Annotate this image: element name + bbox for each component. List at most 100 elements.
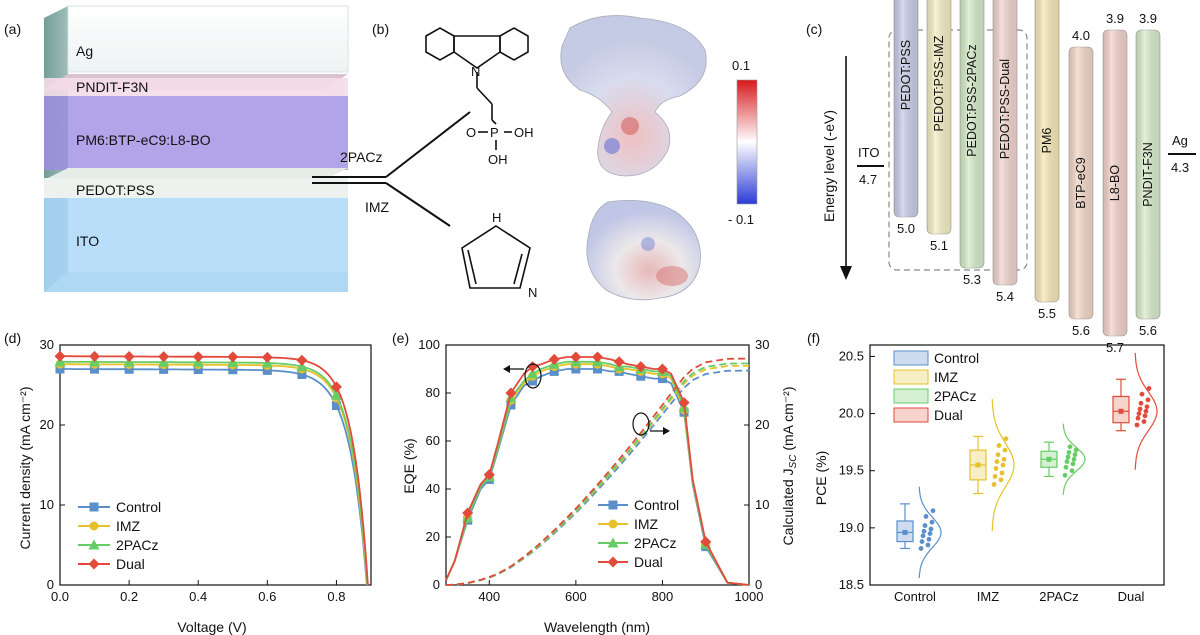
- jv-legend-marker: [89, 502, 99, 512]
- pce-point: [1069, 468, 1075, 474]
- callout-branch-down: [385, 182, 451, 227]
- pce-point: [922, 523, 928, 528]
- jv-legend-marker: [88, 558, 100, 570]
- pce-distribution: [991, 398, 1015, 532]
- layer-active: [44, 96, 348, 170]
- energy-bar-label: PEDOT:PSS-2PACz: [965, 44, 979, 156]
- molecule-imz: [461, 225, 531, 289]
- energy-bottom-value: 5.5: [1038, 306, 1056, 321]
- pce-point: [1001, 456, 1007, 462]
- layer-label-active: PM6:BTP-eC9:L8-BO: [76, 132, 211, 148]
- energy-bar-label: PEDOT:PSS: [899, 40, 913, 110]
- pce-ytick-label: 20.5: [839, 348, 864, 363]
- eqe-legend-label: Dual: [634, 554, 663, 570]
- eqe-marker: [657, 374, 667, 384]
- molecule-2pacz: [425, 27, 529, 150]
- energy-bar-label: L8-BO: [1108, 165, 1122, 201]
- eqe-y2tick-label: 20: [755, 417, 769, 432]
- energy-bars: PEDOT:PSS 5.0 PEDOT:PSS-IMZ 5.1 PEDOT:PSS-2P…: [893, 0, 1161, 355]
- eqe-marker: [505, 387, 517, 399]
- layer-pedot-top: [44, 168, 348, 180]
- atom-p: P: [490, 125, 499, 140]
- jv-marker: [296, 354, 308, 366]
- energy-axis-arrowhead: [840, 266, 852, 280]
- esp-map-2pacz: [560, 15, 707, 177]
- eqe-marker: [636, 371, 646, 381]
- pce-point: [1003, 436, 1009, 442]
- jv-curve: [60, 363, 369, 586]
- jv-curve: [60, 355, 369, 586]
- atom-n-2pacz: N: [471, 64, 480, 79]
- jv-marker: [54, 350, 66, 362]
- energy-bottom-value: 5.6: [1072, 323, 1090, 338]
- jv-marker: [296, 361, 308, 372]
- layer-label-ito: ITO: [76, 233, 99, 249]
- energy-bar-label: PEDOT:PSS-Dual: [998, 59, 1012, 159]
- pce-ytick-label: 19.5: [839, 463, 864, 478]
- pce-ytick-label: 18.5: [839, 577, 864, 592]
- atom-oh-right: OH: [514, 125, 534, 140]
- pce-point: [998, 477, 1004, 483]
- pce-point: [1071, 456, 1077, 462]
- eqe-ytick-label: 100: [418, 337, 440, 352]
- pce-legend-swatch: [893, 369, 929, 385]
- energy-bar-label: PEDOT:PSS-IMZ: [932, 35, 946, 131]
- pce-point: [1142, 413, 1148, 419]
- layer-label-ag: Ag: [76, 43, 93, 59]
- jv-marker: [228, 365, 238, 375]
- jv-marker: [192, 351, 204, 363]
- jv-xtick-label: 0.4: [189, 589, 207, 604]
- jv-legend-label: 2PACz: [116, 537, 159, 553]
- energy-bar-shade: [1035, 0, 1059, 302]
- pce-point: [920, 533, 926, 539]
- layer-active-overlay: [68, 96, 348, 170]
- pce-point: [929, 519, 935, 525]
- energy-bar-shade: [1103, 30, 1127, 336]
- jv-plot-frame: [59, 344, 372, 586]
- eqe-marker: [462, 507, 474, 519]
- eqe-ytick-label: 60: [426, 433, 440, 448]
- device-stack: Ag PNDIT-F3N PM6:BTP-eC9:L8-BO PEDOT:PSS…: [44, 5, 471, 292]
- pce-point: [991, 482, 997, 487]
- eqe-axis-indicator-head: [503, 365, 510, 373]
- atom-oh-bottom: OH: [488, 152, 508, 167]
- eqe-marker: [527, 368, 539, 379]
- ito-name: ITO: [858, 145, 879, 160]
- eqe-ytick-label: 0: [433, 577, 440, 592]
- panel-label-c: (c): [806, 21, 822, 37]
- eqe-marker: [700, 536, 712, 548]
- eqe-legend-label: IMZ: [634, 516, 659, 532]
- energy-bottom-value: 5.6: [1139, 323, 1157, 338]
- jsc-curve: [445, 357, 750, 586]
- eqe-marker: [549, 366, 559, 376]
- pce-point: [918, 546, 924, 551]
- pce-point: [1070, 461, 1076, 467]
- jv-marker: [297, 369, 307, 379]
- jv-legend-label: Dual: [116, 556, 145, 572]
- eqe-marker: [678, 397, 690, 409]
- pce-point: [1000, 462, 1006, 468]
- ito-value: 4.7: [859, 172, 877, 187]
- eqe-legend-marker: [608, 519, 618, 529]
- pce-mean: [1046, 456, 1052, 462]
- layer-label-pedot: PEDOT:PSS: [76, 182, 155, 198]
- jv-marker: [227, 351, 239, 363]
- layer-label-pndit: PNDIT-F3N: [76, 79, 148, 95]
- jv-legend-label: IMZ: [116, 518, 141, 534]
- pce-point: [993, 466, 999, 471]
- htl-group-box: [888, 29, 1028, 271]
- eqe-ytick-label: 20: [426, 529, 440, 544]
- jv-ytick-label: 10: [40, 497, 54, 512]
- pce-category-label: Dual: [1118, 589, 1145, 604]
- jv-marker: [331, 401, 341, 411]
- pce-category-label: Control: [894, 589, 936, 604]
- energy-bar-shade: [960, 0, 984, 268]
- jv-xtick-label: 0.8: [327, 589, 345, 604]
- energy-bottom-value: 5.1: [930, 238, 948, 253]
- energy-bar-label: PNDIT-F3N: [1141, 142, 1155, 207]
- pce-point: [1143, 408, 1149, 414]
- eqe-y2label-unit: (mA cm⁻²): [780, 387, 796, 455]
- eqe-xlabel: Wavelength (nm): [544, 619, 650, 635]
- eqe-marker: [571, 364, 581, 374]
